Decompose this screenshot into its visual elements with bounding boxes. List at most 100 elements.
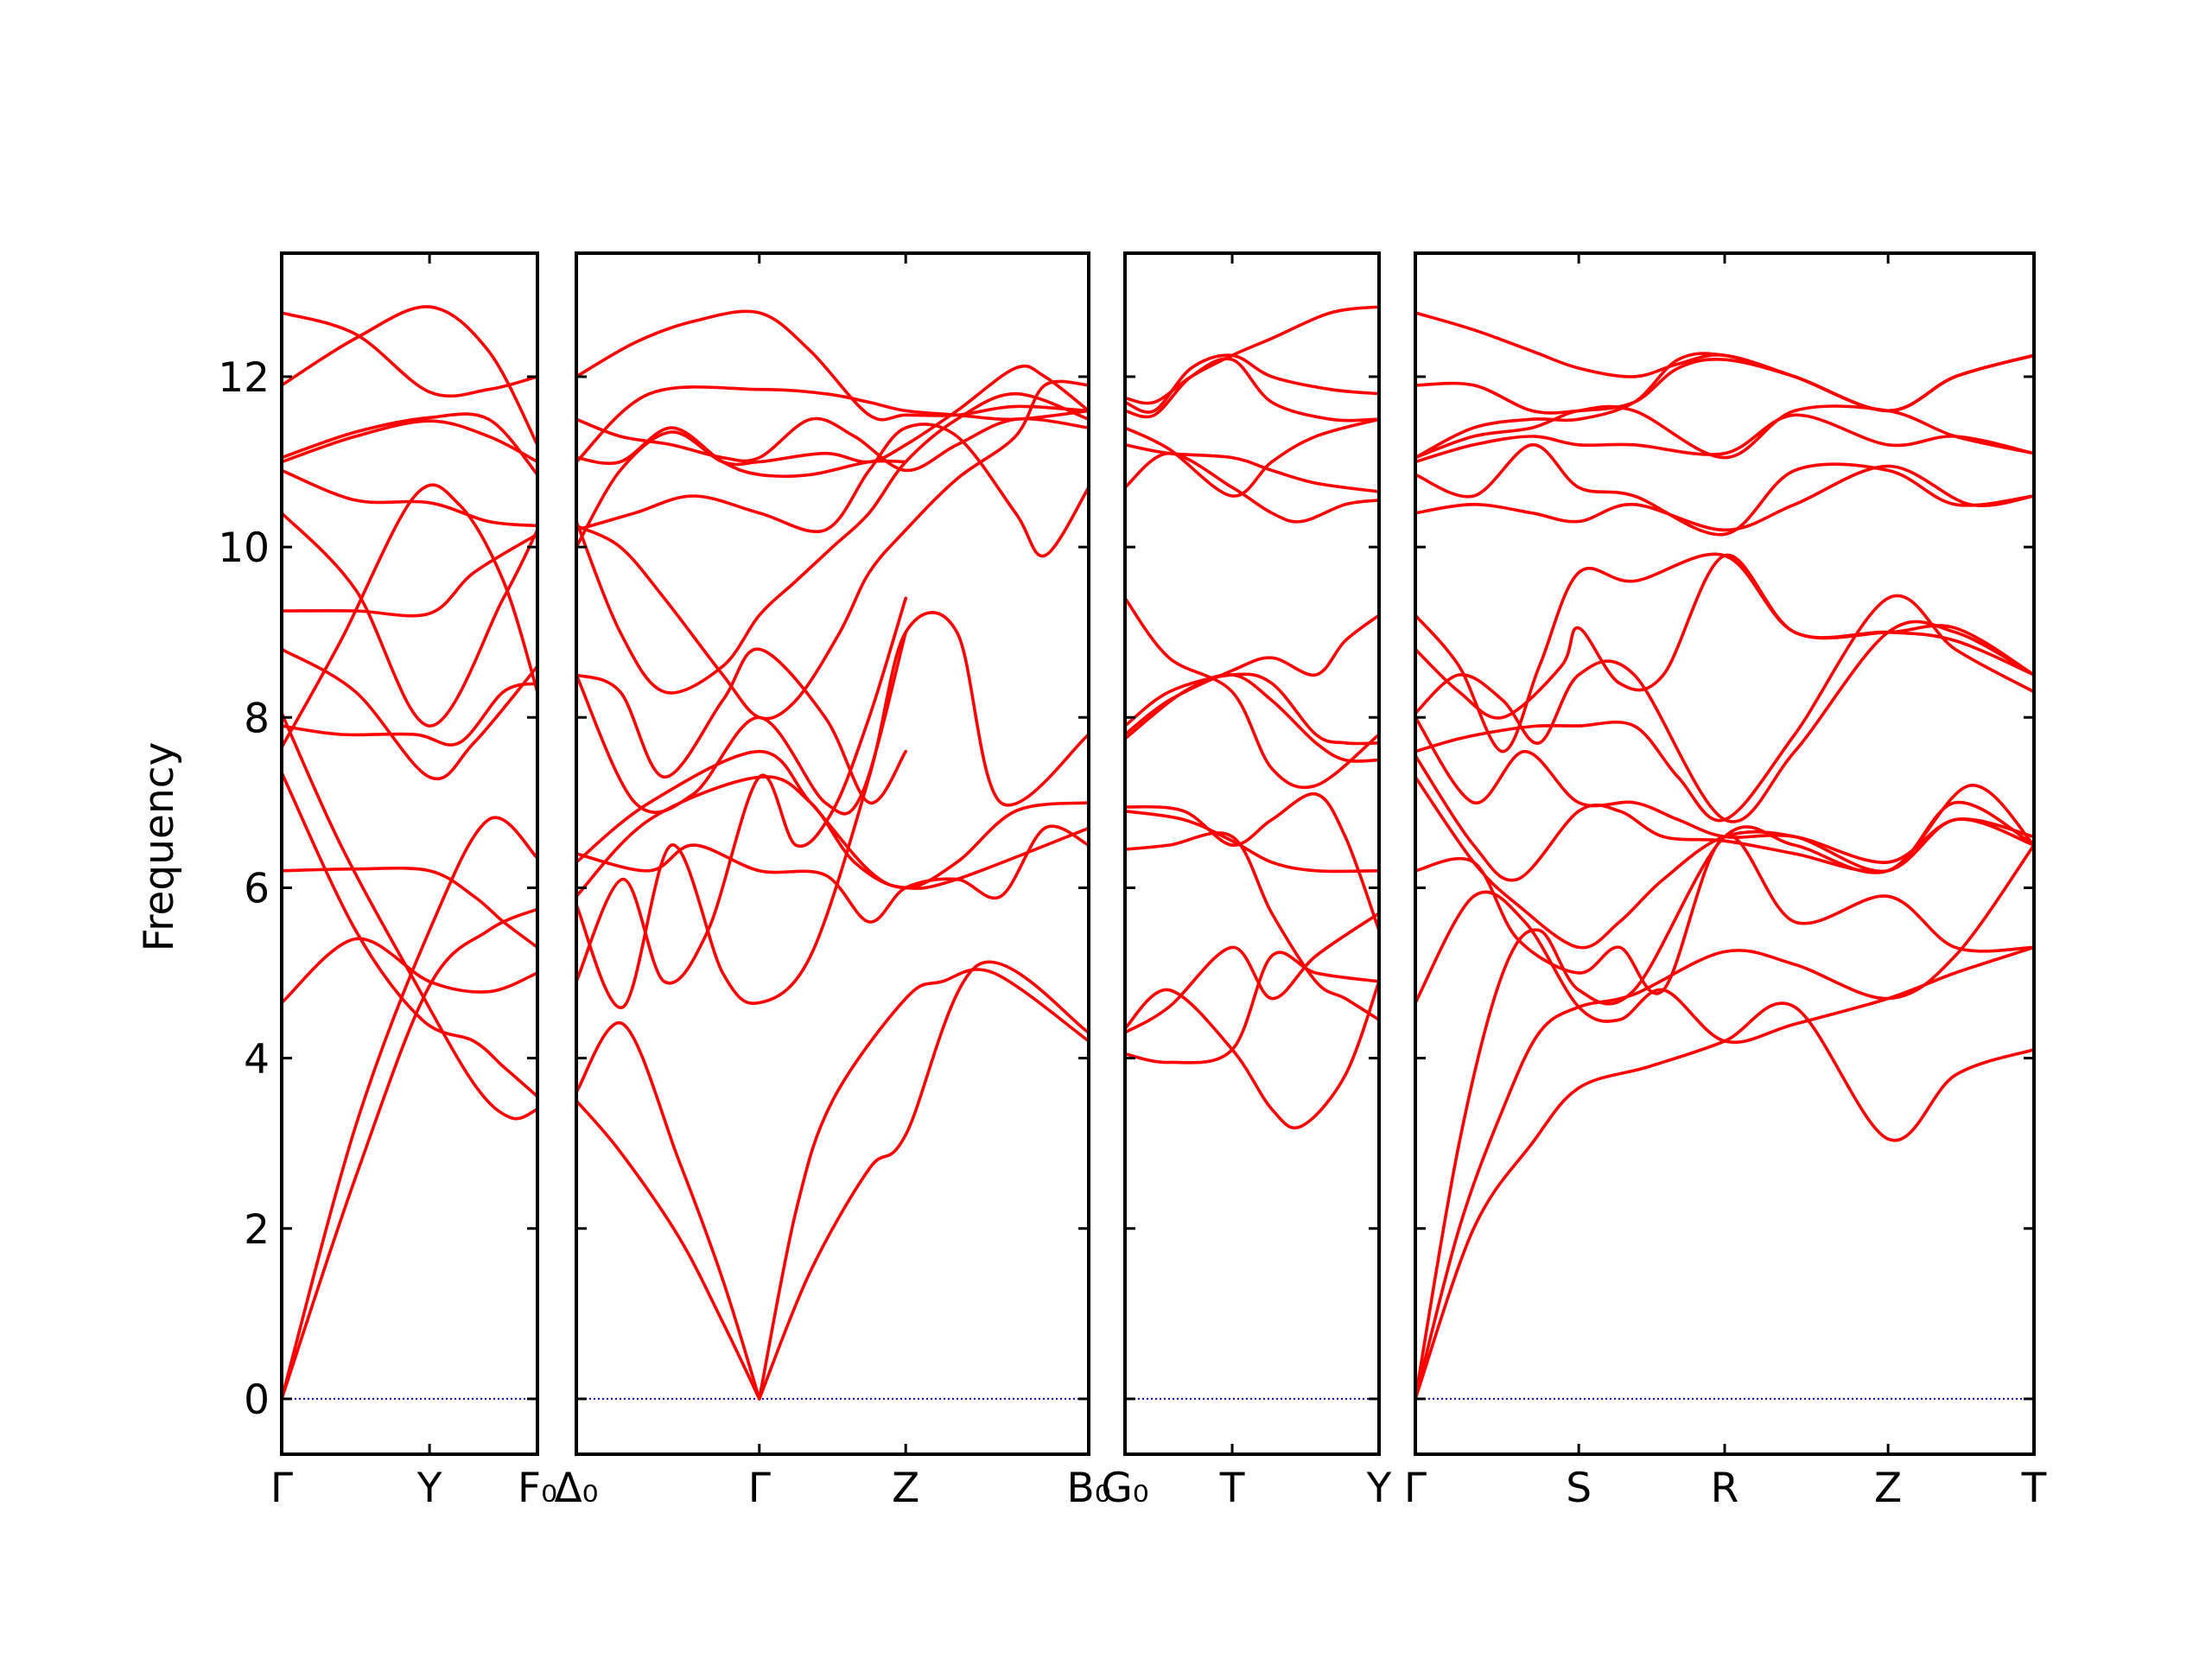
high-symmetry-label: T (1219, 1465, 1245, 1512)
high-symmetry-label: G₀ (1101, 1465, 1148, 1512)
band-line-5 (282, 771, 537, 1098)
band-line-6 (282, 711, 537, 1121)
band-line-6 (1415, 775, 2034, 950)
band-line-14 (1125, 357, 1379, 423)
band-line-2 (576, 1020, 761, 1401)
band-line-7 (1125, 673, 1379, 763)
band-line-8 (1125, 596, 1379, 790)
high-symmetry-label: Γ (1404, 1465, 1427, 1512)
band-line-15 (282, 305, 537, 447)
band-line-14 (576, 379, 1089, 721)
band-line-17 (1415, 352, 2034, 460)
band-lines (282, 305, 537, 1401)
band-line-6 (576, 611, 1089, 1009)
band-line-15 (576, 364, 1089, 549)
panel-frame (1414, 251, 2036, 1456)
band-line-3 (1415, 784, 2034, 1401)
high-symmetry-label: Y (416, 1465, 442, 1512)
band-line-19 (1415, 311, 2034, 413)
band-lines (1415, 311, 2034, 1401)
high-symmetry-label: F₀ (518, 1465, 557, 1512)
y-tick-label: 8 (244, 695, 270, 742)
high-symmetry-label: Z (1874, 1465, 1902, 1512)
band-line-11 (282, 511, 537, 728)
band-lines (1125, 305, 1379, 1130)
band-line-5 (1125, 809, 1379, 874)
panel-frame (280, 251, 539, 1456)
band-line-9 (1415, 594, 2034, 823)
high-symmetry-label: T (2021, 1465, 2047, 1512)
band-line-16 (1415, 404, 2034, 460)
band-line-12 (1415, 552, 2034, 753)
y-axis-label: Frequency (136, 742, 183, 952)
band-line-13 (1415, 464, 2034, 532)
band-line-8 (1415, 715, 2034, 864)
band-line-4 (758, 968, 1089, 1401)
band-line-10 (1415, 620, 2034, 823)
band-line-8 (576, 775, 1089, 899)
band-line-8 (282, 682, 537, 747)
band-line-1 (1415, 1001, 2034, 1401)
band-line-14 (282, 412, 537, 477)
band-line-13 (1125, 417, 1379, 498)
high-symmetry-label: S (1566, 1465, 1592, 1512)
y-tick-label: 12 (218, 354, 270, 402)
y-tick-label: 4 (244, 1036, 270, 1084)
high-symmetry-label: B₀ (1066, 1465, 1110, 1512)
band-line-18 (576, 309, 1089, 422)
high-symmetry-label: Γ (748, 1465, 771, 1512)
band-line-16 (1125, 305, 1379, 405)
high-symmetry-label: Y (1366, 1465, 1392, 1512)
y-tick-label: 10 (218, 524, 270, 572)
band-line-7 (576, 824, 1089, 924)
band-line-12 (282, 468, 537, 528)
band-line-17 (576, 426, 907, 478)
high-symmetry-label: Γ (270, 1465, 293, 1512)
band-line-10 (282, 532, 537, 618)
y-tick-label: 0 (244, 1376, 270, 1424)
panel-2: Δ₀ Γ Z B₀ (555, 251, 1111, 1512)
band-line-4 (1125, 831, 1379, 1021)
band-line-16 (282, 311, 537, 398)
band-line-19 (576, 385, 1089, 464)
band-line-15 (1125, 353, 1379, 414)
band-line-2 (1125, 912, 1379, 1034)
band-line-14 (1415, 443, 2034, 537)
band-line-1 (282, 907, 537, 1401)
band-lines (576, 309, 1089, 1401)
band-line-13 (282, 419, 537, 464)
band-line-9 (282, 647, 537, 780)
band-line-7 (1415, 753, 2034, 882)
panel-3: G₀ T Y (1101, 251, 1392, 1512)
band-line-16 (576, 416, 1089, 473)
panel-frame (1123, 251, 1381, 1456)
panel-frame (575, 251, 1090, 1456)
band-line-3 (282, 937, 537, 1005)
band-line-13 (576, 423, 1089, 558)
band-line-3 (758, 960, 1089, 1401)
band-line-2 (282, 816, 537, 1401)
panel-1: 0 2 4 6 8 10 12 Γ Y F₀ (218, 251, 557, 1512)
y-tick-label: 2 (244, 1206, 270, 1254)
band-line-5 (1415, 834, 2034, 995)
band-line-7 (282, 483, 537, 749)
y-tick-label: 6 (244, 865, 270, 912)
band-line-9 (1125, 672, 1379, 746)
high-symmetry-label: Δ₀ (555, 1465, 599, 1512)
band-line-3 (1125, 980, 1379, 1130)
band-line-4 (282, 866, 537, 950)
band-line-9 (576, 749, 1089, 891)
band-line-10 (1125, 613, 1379, 736)
band-line-12 (1125, 443, 1379, 493)
band-line-1 (1125, 950, 1379, 1065)
high-symmetry-label: Z (892, 1465, 919, 1512)
band-line-11 (576, 647, 907, 804)
band-line-4 (1415, 890, 2034, 1044)
band-line-6 (1125, 792, 1379, 932)
band-line-5 (576, 596, 907, 985)
band-line-1 (576, 1099, 761, 1401)
high-symmetry-label: R (1711, 1465, 1739, 1512)
